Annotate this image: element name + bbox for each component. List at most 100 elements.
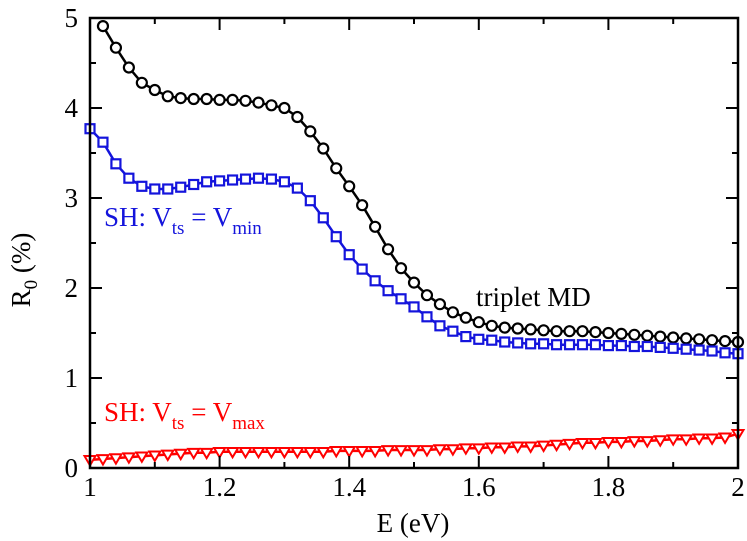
- data-point: [252, 96, 265, 109]
- data-point: [473, 333, 485, 345]
- annotation-sh-vmin: SH: Vts = Vmin: [104, 202, 262, 239]
- data-point: [498, 321, 511, 334]
- data-point: [188, 178, 200, 191]
- data-point: [108, 453, 124, 466]
- data-point: [537, 324, 550, 337]
- data-point: [369, 220, 382, 233]
- data-point: [486, 334, 498, 346]
- data-point: [356, 263, 368, 275]
- data-point: [212, 446, 227, 460]
- data-point: [238, 446, 253, 460]
- data-point: [303, 446, 318, 460]
- y-tick-label: 3: [65, 183, 79, 213]
- data-point: [510, 441, 525, 454]
- data-point: [432, 444, 448, 457]
- data-point: [615, 340, 627, 352]
- data-point: [136, 180, 148, 192]
- data-point: [186, 447, 201, 461]
- data-point: [123, 172, 135, 184]
- y-axis-title: R0 (%): [6, 233, 42, 308]
- data-point: [536, 440, 551, 453]
- data-point: [162, 183, 174, 195]
- series-1: [84, 123, 744, 360]
- data-point: [135, 76, 148, 89]
- y-tick-label: 5: [65, 3, 79, 33]
- data-point: [680, 332, 693, 345]
- series-0: [96, 20, 745, 349]
- x-tick-label: 1: [83, 472, 97, 502]
- data-point: [161, 90, 174, 103]
- data-point: [537, 338, 550, 350]
- data-point: [484, 442, 500, 455]
- data-point: [225, 446, 240, 460]
- data-point: [667, 342, 679, 354]
- data-point: [563, 325, 576, 338]
- x-tick-label: 2: [731, 472, 745, 502]
- data-point: [628, 328, 641, 341]
- annotation-sh-vmax: SH: Vts = Vmax: [104, 397, 265, 434]
- data-point: [304, 195, 316, 207]
- data-point: [485, 319, 498, 332]
- data-point: [693, 333, 706, 346]
- data-point: [264, 446, 279, 460]
- x-tick-label: 1.4: [332, 472, 366, 502]
- data-point: [317, 142, 330, 155]
- data-point: [691, 433, 707, 446]
- data-point: [317, 212, 329, 224]
- data-point: [718, 335, 732, 348]
- data-point: [201, 176, 213, 188]
- data-point: [693, 344, 705, 356]
- data-point: [615, 327, 628, 340]
- data-point: [304, 125, 317, 138]
- data-point: [278, 176, 290, 188]
- data-point: [110, 158, 122, 170]
- data-point: [499, 336, 511, 348]
- data-point: [459, 311, 472, 324]
- data-point: [550, 339, 563, 351]
- data-point: [717, 432, 733, 445]
- data-point: [328, 446, 344, 459]
- data-point: [497, 442, 512, 455]
- data-point: [512, 337, 524, 349]
- data-point: [239, 173, 252, 185]
- data-point: [354, 446, 370, 459]
- data-point: [291, 182, 303, 194]
- data-point: [226, 93, 239, 107]
- data-point: [252, 172, 265, 184]
- data-point: [239, 94, 252, 107]
- data-point: [380, 445, 396, 458]
- data-point: [654, 330, 667, 343]
- data-point: [575, 437, 590, 451]
- x-tick-label: 1.8: [592, 472, 626, 502]
- x-axis-title: E (eV): [377, 508, 450, 538]
- data-point: [524, 323, 537, 336]
- data-point: [395, 293, 407, 305]
- data-point: [134, 451, 150, 464]
- x-tick-label: 1.2: [203, 472, 237, 502]
- data-point: [408, 301, 420, 313]
- data-point: [160, 449, 176, 462]
- data-point: [576, 339, 589, 351]
- data-point: [341, 446, 357, 459]
- data-point: [471, 443, 487, 456]
- data-point: [95, 454, 111, 467]
- data-point: [667, 331, 680, 344]
- data-point: [406, 445, 422, 458]
- data-point: [97, 136, 109, 148]
- data-point: [602, 340, 615, 352]
- data-point: [330, 231, 342, 243]
- data-point: [291, 110, 304, 124]
- data-point: [678, 434, 694, 447]
- data-point: [149, 183, 161, 195]
- y-tick-label: 0: [65, 453, 79, 483]
- plot-area: [82, 20, 746, 468]
- data-point: [460, 331, 472, 343]
- data-point: [121, 452, 137, 465]
- data-point: [214, 175, 226, 187]
- data-point: [226, 174, 239, 186]
- data-point: [251, 446, 266, 460]
- data-point: [706, 345, 718, 357]
- data-point: [705, 334, 719, 347]
- data-point: [576, 325, 589, 338]
